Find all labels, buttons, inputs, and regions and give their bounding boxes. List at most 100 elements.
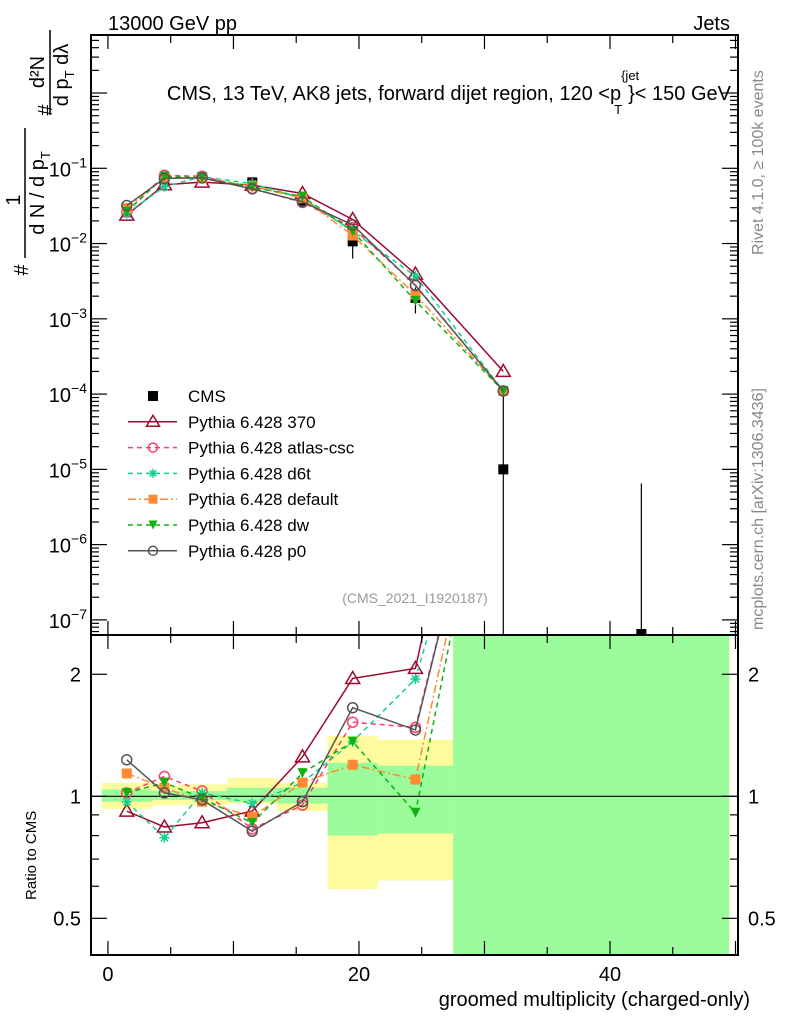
stat-band-bin <box>327 762 378 836</box>
x-axis-label: groomed multiplicity (charged-only) <box>439 989 750 1011</box>
circle-marker <box>497 385 510 397</box>
axes: 0 20 40 10−1 10−2 10−3 10−4 10−5 10−6 10−7 2 2 1 1 0.5… <box>49 34 776 986</box>
circle-marker <box>158 172 171 185</box>
circle-marker <box>121 754 133 766</box>
star-marker <box>148 468 158 478</box>
triangle-up-marker <box>145 413 161 428</box>
star-marker <box>247 798 258 809</box>
legend-label: CMS <box>188 387 226 406</box>
circle-marker <box>246 825 259 837</box>
analysis-tag: (CMS_2021_I1920187) <box>342 590 488 606</box>
x-tick-label: 20 <box>348 964 370 986</box>
circle-marker <box>409 724 422 736</box>
star-marker <box>410 271 421 282</box>
main-panel-marks <box>118 169 647 635</box>
stat-band-bin <box>151 791 177 800</box>
data-point <box>636 628 647 635</box>
y-tick-label: 10−5 <box>49 455 87 482</box>
svg-text:d pT dλ: d pT dλ <box>51 44 77 106</box>
legend-item: Pythia 6.428 d6t <box>128 464 311 483</box>
legend-item: Pythia 6.428 p0 <box>128 542 306 561</box>
circle-marker <box>196 794 208 806</box>
x-tick-label: 0 <box>102 964 113 986</box>
series-line <box>126 177 504 392</box>
circle-marker <box>346 716 359 728</box>
legend-item: Pythia 6.428 default <box>128 490 339 509</box>
legend-item: Pythia 6.428 dw <box>128 516 310 535</box>
legend-label: Pythia 6.428 atlas-csc <box>188 439 355 458</box>
y-tick-label: 10−6 <box>49 531 87 558</box>
legend: CMS Pythia 6.428 370 Pythia 6.428 atlas-cs… <box>128 387 355 561</box>
circle-marker <box>196 172 208 184</box>
triangle-up-marker <box>118 802 136 817</box>
y-tick-label: 10−1 <box>49 154 87 181</box>
series-ratio-line <box>126 635 448 818</box>
triangle-down-marker <box>121 787 132 798</box>
square-marker <box>347 759 358 770</box>
triangle-up-marker <box>494 362 512 378</box>
square-marker <box>247 811 258 822</box>
square-marker <box>410 774 421 785</box>
svg-text:#: # <box>35 104 57 116</box>
legend-label: Pythia 6.428 dw <box>188 516 310 535</box>
legend-label: Pythia 6.428 370 <box>188 413 316 432</box>
legend-item: Pythia 6.428 atlas-csc <box>128 439 355 458</box>
triangle-up-marker <box>294 748 311 763</box>
square-marker <box>148 494 158 504</box>
circle-marker <box>158 787 171 799</box>
star-marker <box>121 796 132 807</box>
star-marker <box>159 832 170 843</box>
triangle-up-marker <box>496 262 510 274</box>
series-ratio-line <box>126 635 452 824</box>
series-line <box>126 181 504 372</box>
x-tick-label: 40 <box>599 964 621 986</box>
ratio-tick-label: 1 <box>70 786 81 808</box>
series-ratio-line <box>126 635 440 833</box>
triangle-down-marker <box>410 807 421 818</box>
stat-band-bin <box>453 635 554 955</box>
stat-band-bin <box>553 635 730 955</box>
star-marker <box>410 673 421 684</box>
star-marker <box>159 181 170 192</box>
triangle-down-marker <box>148 520 158 530</box>
circle-marker <box>346 701 359 714</box>
circle-marker <box>246 183 259 195</box>
square-marker <box>410 289 421 300</box>
y-tick-label: 10−2 <box>49 230 87 257</box>
ratio-frame <box>90 634 739 956</box>
ratio-tick-label: 2 <box>70 664 81 686</box>
ratio-tick-label-right: 2 <box>748 664 759 686</box>
series-line <box>126 174 504 392</box>
circle-marker <box>147 545 159 557</box>
legend-label: Pythia 6.428 p0 <box>188 542 306 561</box>
triangle-down-marker <box>159 777 170 788</box>
y-axis-label: # 1 d N / d pT # d²N d pT dλ <box>3 30 77 276</box>
square-marker <box>297 777 308 788</box>
triangle-up-marker <box>156 818 173 833</box>
series-line <box>126 175 504 392</box>
data-point <box>347 236 358 247</box>
y-tick-label: 10−4 <box>49 380 87 407</box>
header-right: Jets <box>693 13 730 35</box>
circle-marker <box>296 196 309 208</box>
triangle-down-marker <box>410 295 421 306</box>
triangle-up-marker <box>193 814 211 829</box>
circle-marker <box>296 795 309 808</box>
triangle-down-marker <box>297 768 308 779</box>
legend-label: Pythia 6.428 d6t <box>188 464 311 483</box>
triangle-down-marker <box>247 817 258 828</box>
mcplots-label: mcplots.cern.ch [arXiv:1306.3436] <box>750 388 767 630</box>
chart-title: CMS, 13 TeV, AK8 jets, forward dijet reg… <box>167 68 732 117</box>
triangle-down-marker <box>347 736 358 747</box>
svg-text:1: 1 <box>3 194 25 205</box>
star-marker <box>197 787 208 798</box>
legend-label: Pythia 6.428 default <box>188 490 339 509</box>
ratio-tick-label-right: 1 <box>748 786 759 808</box>
legend-item: Pythia 6.428 370 <box>128 413 316 432</box>
square-marker <box>148 391 158 401</box>
y-tick-label: 10−7 <box>49 606 87 633</box>
header-left: 13000 GeV pp <box>108 13 237 35</box>
svg-text:d²N: d²N <box>27 56 49 88</box>
chart-marks <box>91 169 738 843</box>
